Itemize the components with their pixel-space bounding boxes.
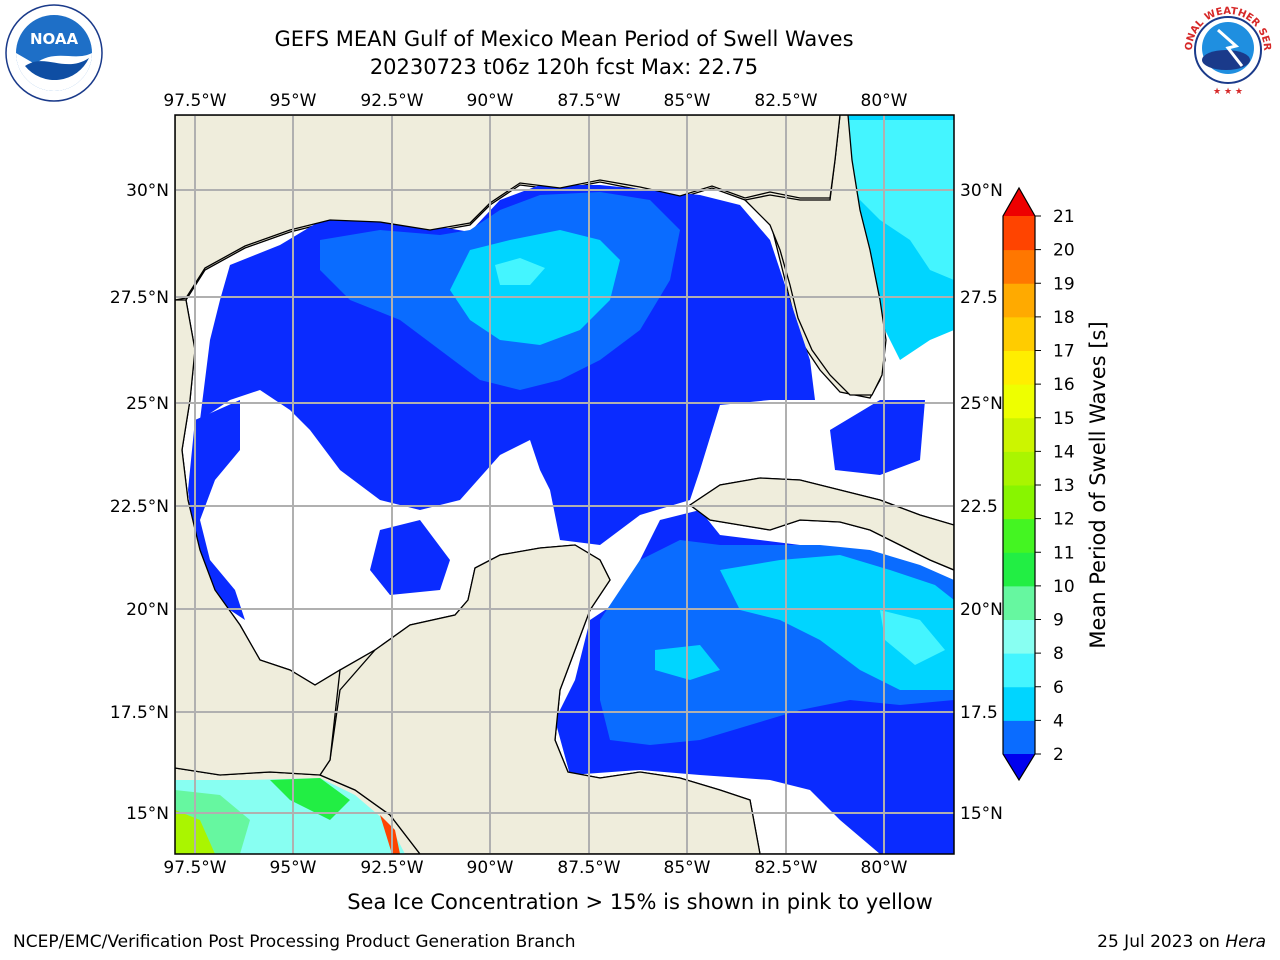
- lat-tick-right: 17.5: [960, 703, 998, 723]
- lat-tick-left: 20°N: [126, 600, 169, 620]
- lon-tick-top: 95°W: [270, 91, 317, 111]
- lon-tick-top: 82.5°W: [754, 91, 817, 111]
- colorbar-tick-label: 19: [1053, 274, 1075, 294]
- lon-tick-top: 80°W: [861, 91, 908, 111]
- lon-tick-top: 87.5°W: [557, 91, 620, 111]
- lat-tick-right: 22.5: [960, 497, 998, 517]
- colorbar-segment: [1003, 216, 1035, 251]
- swell-region-cyan-north: [450, 230, 620, 345]
- yucatan-land: [319, 544, 761, 854]
- nws-logo: NATIONAL WEATHER SERVICE ★ ★ ★: [1174, 0, 1278, 100]
- colorbar-tick-label: 11: [1053, 543, 1075, 563]
- colorbar-tick-label: 10: [1053, 577, 1075, 597]
- colorbar-segment: [1003, 585, 1035, 620]
- colorbar-segment: [1003, 720, 1035, 755]
- colorbar-tick-label: 15: [1053, 409, 1075, 429]
- colorbar-tick-label: 8: [1053, 644, 1064, 664]
- colorbar-segment: [1003, 552, 1035, 587]
- lon-tick-top: 85°W: [664, 91, 711, 111]
- colorbar-segment: [1003, 686, 1035, 721]
- lat-tick-left: 22.5°N: [110, 497, 169, 517]
- us-coast-land: [175, 115, 841, 301]
- svg-text:NOAA: NOAA: [30, 30, 79, 48]
- lon-tick-bottom: 80°W: [861, 858, 908, 878]
- colorbar-tick-label: 6: [1053, 678, 1064, 698]
- lon-tick-top: 90°W: [467, 91, 514, 111]
- footer-credit: NCEP/EMC/Verification Post Processing Pr…: [13, 932, 576, 952]
- colorbar-segment: [1003, 653, 1035, 688]
- colorbar-segment: [1003, 350, 1035, 385]
- lon-tick-bottom: 82.5°W: [754, 858, 817, 878]
- noaa-logo: NOAA: [5, 4, 103, 102]
- colorbar-tick-label: 4: [1053, 711, 1064, 731]
- lon-tick-top: 97.5°W: [163, 91, 226, 111]
- colorbar-segment: [1003, 518, 1035, 553]
- colorbar-label: Mean Period of Swell Waves [s]: [1086, 321, 1110, 648]
- lat-tick-right: 15°N: [960, 804, 1003, 824]
- chart-subtitle: 20230723 t06z 120h fcst Max: 22.75: [369, 55, 759, 79]
- swell-region-blue-east: [830, 400, 925, 475]
- lat-tick-left: 27.5°N: [110, 288, 169, 308]
- colorbar-tick-label: 21: [1053, 207, 1075, 227]
- colorbar: 2 4 6 8 9 10 11 12 13 14 15 16 17 18 19 20 21: [1002, 186, 1075, 782]
- colorbar-tick-label: 14: [1053, 442, 1075, 462]
- lat-tick-right: 25°N: [960, 394, 1003, 414]
- svg-text:★ ★ ★: ★ ★ ★: [1213, 87, 1243, 97]
- lon-tick-bottom: 92.5°W: [360, 858, 423, 878]
- cuba-outline: [688, 477, 954, 571]
- footer-date-text: 25 Jul 2023 on: [1097, 932, 1226, 952]
- chart-title: GEFS MEAN Gulf of Mexico Mean Period of …: [274, 27, 854, 51]
- lat-tick-left: 25°N: [126, 394, 169, 414]
- footer-host: Hera: [1225, 932, 1266, 952]
- colorbar-tick-label: 20: [1053, 241, 1075, 261]
- colorbar-segment: [1003, 417, 1035, 452]
- colorbar-segment: [1003, 485, 1035, 520]
- colorbar-segment: [1003, 316, 1035, 351]
- colorbar-segment: [1003, 619, 1035, 654]
- swell-region-lightcyan-north: [495, 258, 545, 285]
- map-gridlines: [175, 115, 954, 854]
- map-frame: [174, 114, 955, 855]
- colorbar-tick-label: 17: [1053, 342, 1075, 362]
- mexico-west-land: [175, 299, 341, 776]
- swell-region-lightcyan-caribbean: [880, 610, 945, 665]
- swell-region-cyan-caribbean: [720, 555, 954, 690]
- lat-tick-left: 15°N: [126, 804, 169, 824]
- lat-tick-left: 17.5°N: [110, 703, 169, 723]
- colorbar-tick-label: 16: [1053, 375, 1075, 395]
- colorbar-extend-high: [1003, 188, 1035, 216]
- sea-ice-caption: Sea Ice Concentration > 15% is shown in …: [347, 890, 933, 914]
- colorbar-tick-label: 9: [1053, 611, 1064, 631]
- colorbar-tick-label: 13: [1053, 476, 1075, 496]
- lat-tick-left: 30°N: [126, 181, 169, 201]
- lon-tick-bottom: 90°W: [467, 858, 514, 878]
- lon-tick-bottom: 95°W: [270, 858, 317, 878]
- pacific-swell-green2: [270, 778, 350, 820]
- colorbar-tick-label: 18: [1053, 308, 1075, 328]
- footer-date: 25 Jul 2023 on Hera: [1097, 932, 1266, 952]
- colorbar-segment: [1003, 283, 1035, 318]
- lat-tick-right: 20°N: [960, 600, 1003, 620]
- colorbar-segment: [1003, 384, 1035, 419]
- colorbar-extend-low: [1003, 754, 1035, 780]
- lon-tick-bottom: 85°W: [664, 858, 711, 878]
- lon-tick-top: 92.5°W: [360, 91, 423, 111]
- colorbar-tick-label: 12: [1053, 510, 1075, 530]
- lat-tick-right: 27.5: [960, 288, 998, 308]
- swell-region-lightcyan-atlantic: [845, 120, 954, 280]
- swell-region-blue-gulfsw: [370, 520, 450, 595]
- lon-tick-bottom: 87.5°W: [557, 858, 620, 878]
- lat-tick-right: 30°N: [960, 181, 1003, 201]
- pacific-swell-high: [380, 815, 400, 854]
- colorbar-tick-label: 2: [1053, 745, 1064, 765]
- colorbar-segment: [1003, 249, 1035, 284]
- lon-tick-bottom: 97.5°W: [163, 858, 226, 878]
- colorbar-segment: [1003, 451, 1035, 486]
